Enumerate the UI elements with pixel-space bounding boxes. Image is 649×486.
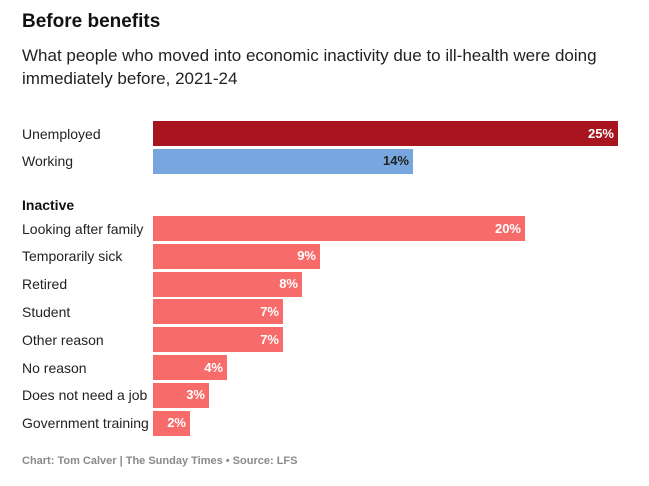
chart-credit: Chart: Tom Calver | The Sunday Times • S… xyxy=(22,455,298,467)
category-label-temporarily-sick: Temporarily sick xyxy=(22,248,123,265)
category-label-does-not-need-a-job: Does not need a job xyxy=(22,387,148,404)
bar-value-does-not-need-a-job: 3% xyxy=(186,387,205,403)
bar-other-reason xyxy=(153,327,283,353)
bar-value-student: 7% xyxy=(260,303,279,319)
chart-title: Before benefits xyxy=(22,11,161,32)
group-label-inactive: Inactive xyxy=(22,197,75,213)
bar-value-unemployed: 25% xyxy=(587,125,614,141)
bar-no-reason xyxy=(153,355,227,380)
bar-value-other-reason: 7% xyxy=(260,331,279,347)
bar-government-training xyxy=(153,410,190,436)
bar-value-looking-after-family: 20% xyxy=(494,220,521,236)
bar-value-government-training: 2% xyxy=(167,415,186,431)
bar-looking-after-family xyxy=(153,216,525,241)
category-label-retired: Retired xyxy=(22,276,68,293)
bar-value-temporarily-sick: 9% xyxy=(297,248,316,264)
category-label-student: Student xyxy=(22,303,71,320)
category-label-looking-after-family: Looking after family xyxy=(22,220,144,237)
category-label-other-reason: Other reason xyxy=(22,331,104,348)
bar-retired xyxy=(153,271,302,297)
bar-temporarily-sick xyxy=(153,243,320,269)
bar-value-no-reason: 4% xyxy=(204,359,223,375)
category-label-unemployed: Unemployed xyxy=(22,125,101,142)
category-label-working: Working xyxy=(22,153,74,170)
bar-student xyxy=(153,299,283,325)
bar-value-retired: 8% xyxy=(279,276,298,292)
category-label-government-training: Government training xyxy=(22,415,149,432)
bar-does-not-need-a-job xyxy=(153,382,209,408)
category-label-no-reason: No reason xyxy=(22,359,87,376)
bar-value-working: 14% xyxy=(382,153,409,169)
chart-subtitle: What people who moved into economic inac… xyxy=(22,46,597,88)
bar-working xyxy=(153,148,413,174)
bar-unemployed xyxy=(153,121,618,146)
